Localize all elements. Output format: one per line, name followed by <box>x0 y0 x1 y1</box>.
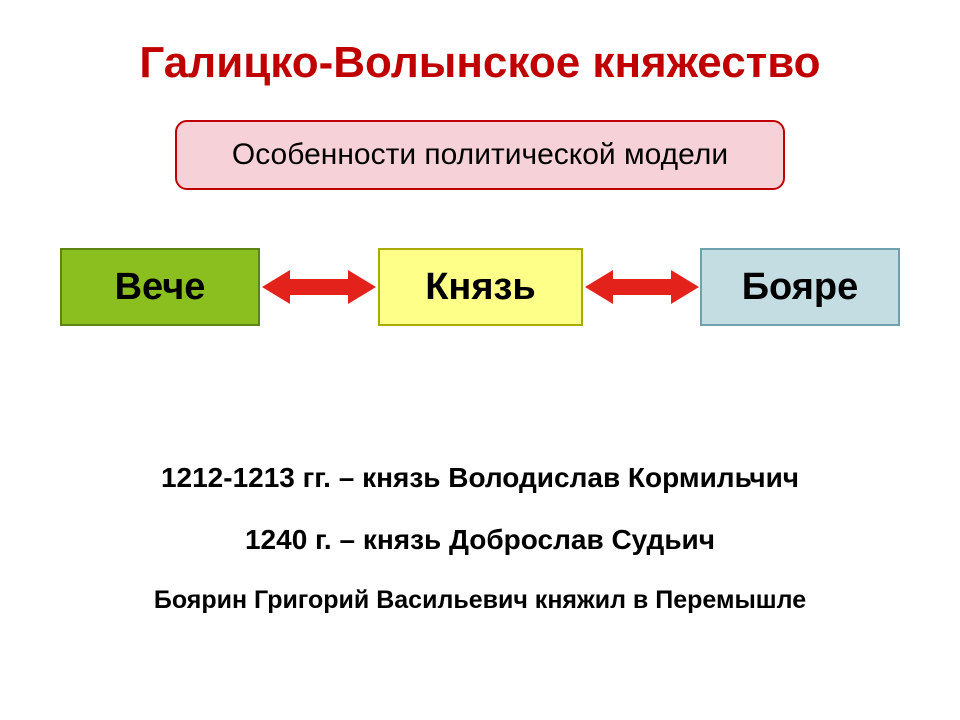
node-veche: Вече <box>60 248 260 326</box>
arrow-left-shape <box>262 270 376 304</box>
node-boyare-label: Бояре <box>742 266 859 309</box>
node-veche-label: Вече <box>115 266 206 309</box>
fact-3: Боярин Григорий Васильевич княжил в Пере… <box>0 586 960 615</box>
facts: 1212-1213 гг. – князь Володислав Кормиль… <box>0 462 960 615</box>
diagram: Вече Князь Бояре <box>0 248 960 448</box>
node-knyaz-label: Князь <box>425 266 536 309</box>
arrow-left <box>262 270 376 304</box>
page-title: Галицко-Волынское княжество <box>0 0 960 88</box>
fact-2: 1240 г. – князь Доброслав Судьич <box>0 524 960 556</box>
node-boyare: Бояре <box>700 248 900 326</box>
fact-1: 1212-1213 гг. – князь Володислав Кормиль… <box>0 462 960 494</box>
node-knyaz: Князь <box>378 248 583 326</box>
arrow-right-shape <box>585 270 699 304</box>
subtitle-text: Особенности политической модели <box>232 138 728 172</box>
arrow-right <box>585 270 699 304</box>
subtitle-box: Особенности политической модели <box>175 120 785 190</box>
